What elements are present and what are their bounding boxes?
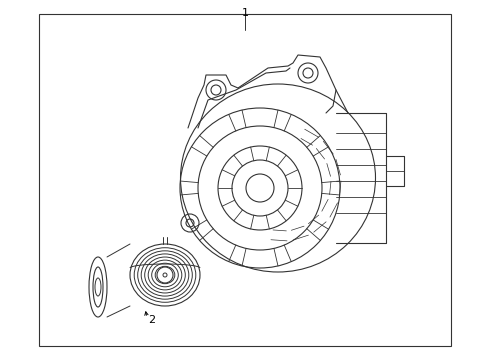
Text: 2: 2 (148, 315, 155, 325)
Bar (39, 14, 451, 346)
Text: 1: 1 (242, 8, 248, 18)
